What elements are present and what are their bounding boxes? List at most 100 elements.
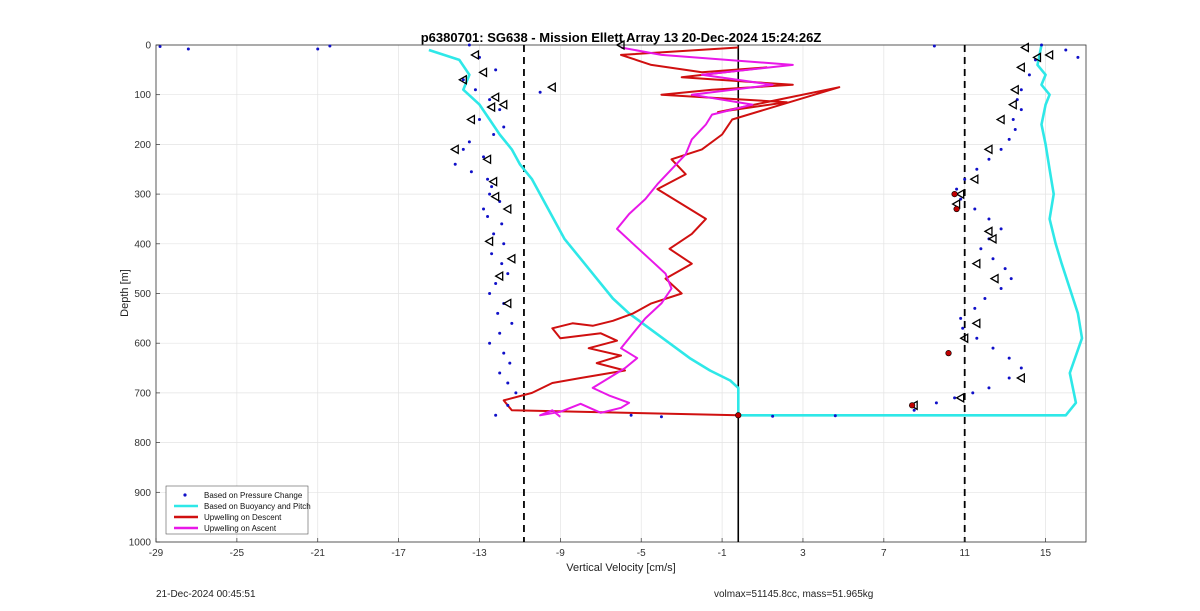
buoyancy-pitch-ascent-line — [738, 44, 1084, 417]
pressure-change-outlier-point — [328, 44, 332, 48]
triangle-marker — [1020, 42, 1029, 53]
y-tick-label: 900 — [134, 488, 151, 499]
pressure-change-ascent-point — [999, 147, 1003, 151]
legend: Based on Pressure Change Based on Buoyanc… — [165, 485, 311, 535]
pressure-change-outlier-point — [158, 44, 162, 48]
x-tick-label: -13 — [472, 548, 487, 559]
pressure-change-descent-point — [510, 321, 514, 325]
pressure-change-descent-point — [508, 361, 512, 365]
x-tick-label: -1 — [718, 548, 727, 559]
pressure-change-descent-point — [494, 282, 498, 286]
pressure-change-descent-point — [514, 391, 518, 395]
pressure-change-ascent-point — [1011, 118, 1015, 122]
triangle-marker — [457, 74, 467, 85]
red-dot-marker — [909, 402, 916, 409]
pressure-change-ascent-point — [987, 157, 991, 161]
triangle-marker — [490, 92, 500, 103]
pressure-change-ascent-point — [991, 346, 995, 350]
pressure-change-ascent-point — [975, 336, 979, 340]
triangle-marker — [959, 333, 969, 344]
pressure-change-descent-point — [498, 371, 502, 375]
pressure-change-ascent-point — [912, 408, 916, 412]
pressure-change-descent-point — [488, 341, 492, 345]
triangle-marker — [1009, 84, 1019, 95]
pressure-change-descent-point — [477, 118, 481, 122]
triangle-marker — [488, 176, 498, 187]
pressure-change-ascent-point — [955, 187, 959, 191]
pressure-change-outlier-point — [629, 413, 633, 417]
x-tick-label: -9 — [556, 548, 565, 559]
pressure-change-ascent-point — [973, 306, 977, 310]
x-tick-label: -5 — [637, 548, 646, 559]
triangle-marker — [971, 258, 981, 269]
triangle-marker — [470, 49, 480, 61]
pressure-change-outlier-point — [833, 414, 837, 418]
pressure-change-ascent-point — [959, 316, 963, 320]
pressure-change-descent-point — [490, 252, 494, 256]
triangle-marker — [971, 318, 981, 329]
pressure-change-descent-point — [492, 232, 496, 236]
pressure-change-ascent-point — [934, 401, 938, 405]
y-tick-label: 400 — [134, 239, 151, 250]
pressure-change-ascent-point — [1007, 137, 1011, 141]
pressure-change-descent-point — [486, 177, 490, 181]
pressure-change-ascent-point — [971, 391, 975, 395]
pressure-change-ascent-point — [975, 167, 979, 171]
red-dot-marker — [951, 191, 958, 198]
legend-swatch-dot — [183, 493, 187, 497]
pressure-change-descent-point — [453, 162, 457, 166]
triangle-marker — [506, 253, 516, 264]
triangle-marker — [466, 114, 476, 125]
pressure-change-outlier-point — [1064, 48, 1068, 52]
pressure-change-outlier-point — [186, 47, 190, 51]
pressure-change-descent-point — [490, 185, 494, 189]
x-tick-label: 15 — [1040, 548, 1052, 559]
footer-summary: volmax=51145.8cc, mass=51.965kg — [714, 589, 874, 600]
triangle-marker — [955, 392, 965, 403]
x-tick-label: -29 — [149, 548, 164, 559]
x-tick-label: -21 — [311, 548, 326, 559]
pressure-change-ascent-point — [987, 386, 991, 390]
pressure-change-outlier-point — [316, 47, 320, 51]
grid — [155, 44, 1086, 543]
y-tick-label: 200 — [134, 140, 151, 151]
triangle-marker — [989, 273, 999, 284]
pressure-change-descent-point — [469, 170, 473, 174]
triangle-marker — [494, 270, 504, 282]
reference-lines — [523, 45, 966, 542]
y-tick-label: 1000 — [129, 538, 152, 549]
pressure-change-descent-point — [488, 98, 492, 102]
y-axis-label: Depth [m] — [119, 269, 131, 317]
triangle-marker — [1007, 99, 1017, 110]
markers — [449, 39, 1054, 419]
pressure-change-descent-point — [500, 262, 504, 266]
pressure-change-descent-point — [502, 125, 506, 129]
red-dot-marker — [735, 412, 742, 419]
pressure-change-outlier-point — [1076, 55, 1080, 59]
pressure-change-descent-point — [498, 108, 502, 112]
triangle-marker — [1015, 372, 1025, 384]
upwelling-descent-line — [502, 46, 841, 417]
pressure-change-descent-point — [482, 155, 486, 159]
pressure-change-ascent-point — [1013, 127, 1017, 131]
triangle-marker — [484, 236, 494, 247]
pressure-change-ascent-point — [961, 326, 965, 330]
pressure-change-descent-point — [494, 68, 498, 72]
x-tick-label: 7 — [881, 548, 887, 559]
pressure-change-descent-point — [502, 242, 506, 246]
y-tick-label: 500 — [134, 289, 151, 300]
pressure-change-descent-point — [498, 331, 502, 335]
legend-label: Based on Pressure Change — [204, 491, 303, 500]
y-tick-label: 600 — [134, 339, 151, 350]
upwelling-ascent-line — [539, 46, 794, 418]
chart-title: p6380701: SG638 - Mission Ellett Array 1… — [421, 30, 822, 45]
pressure-change-ascent-point — [953, 396, 957, 400]
pressure-change-ascent-point — [1019, 88, 1023, 92]
x-tick-label: -17 — [391, 548, 406, 559]
x-tick-label: 3 — [800, 548, 806, 559]
pressure-change-outlier-point — [659, 415, 663, 419]
pressure-change-descent-point — [506, 381, 510, 385]
y-tick-label: 300 — [134, 190, 151, 201]
pressure-change-ascent-point — [1040, 43, 1044, 47]
